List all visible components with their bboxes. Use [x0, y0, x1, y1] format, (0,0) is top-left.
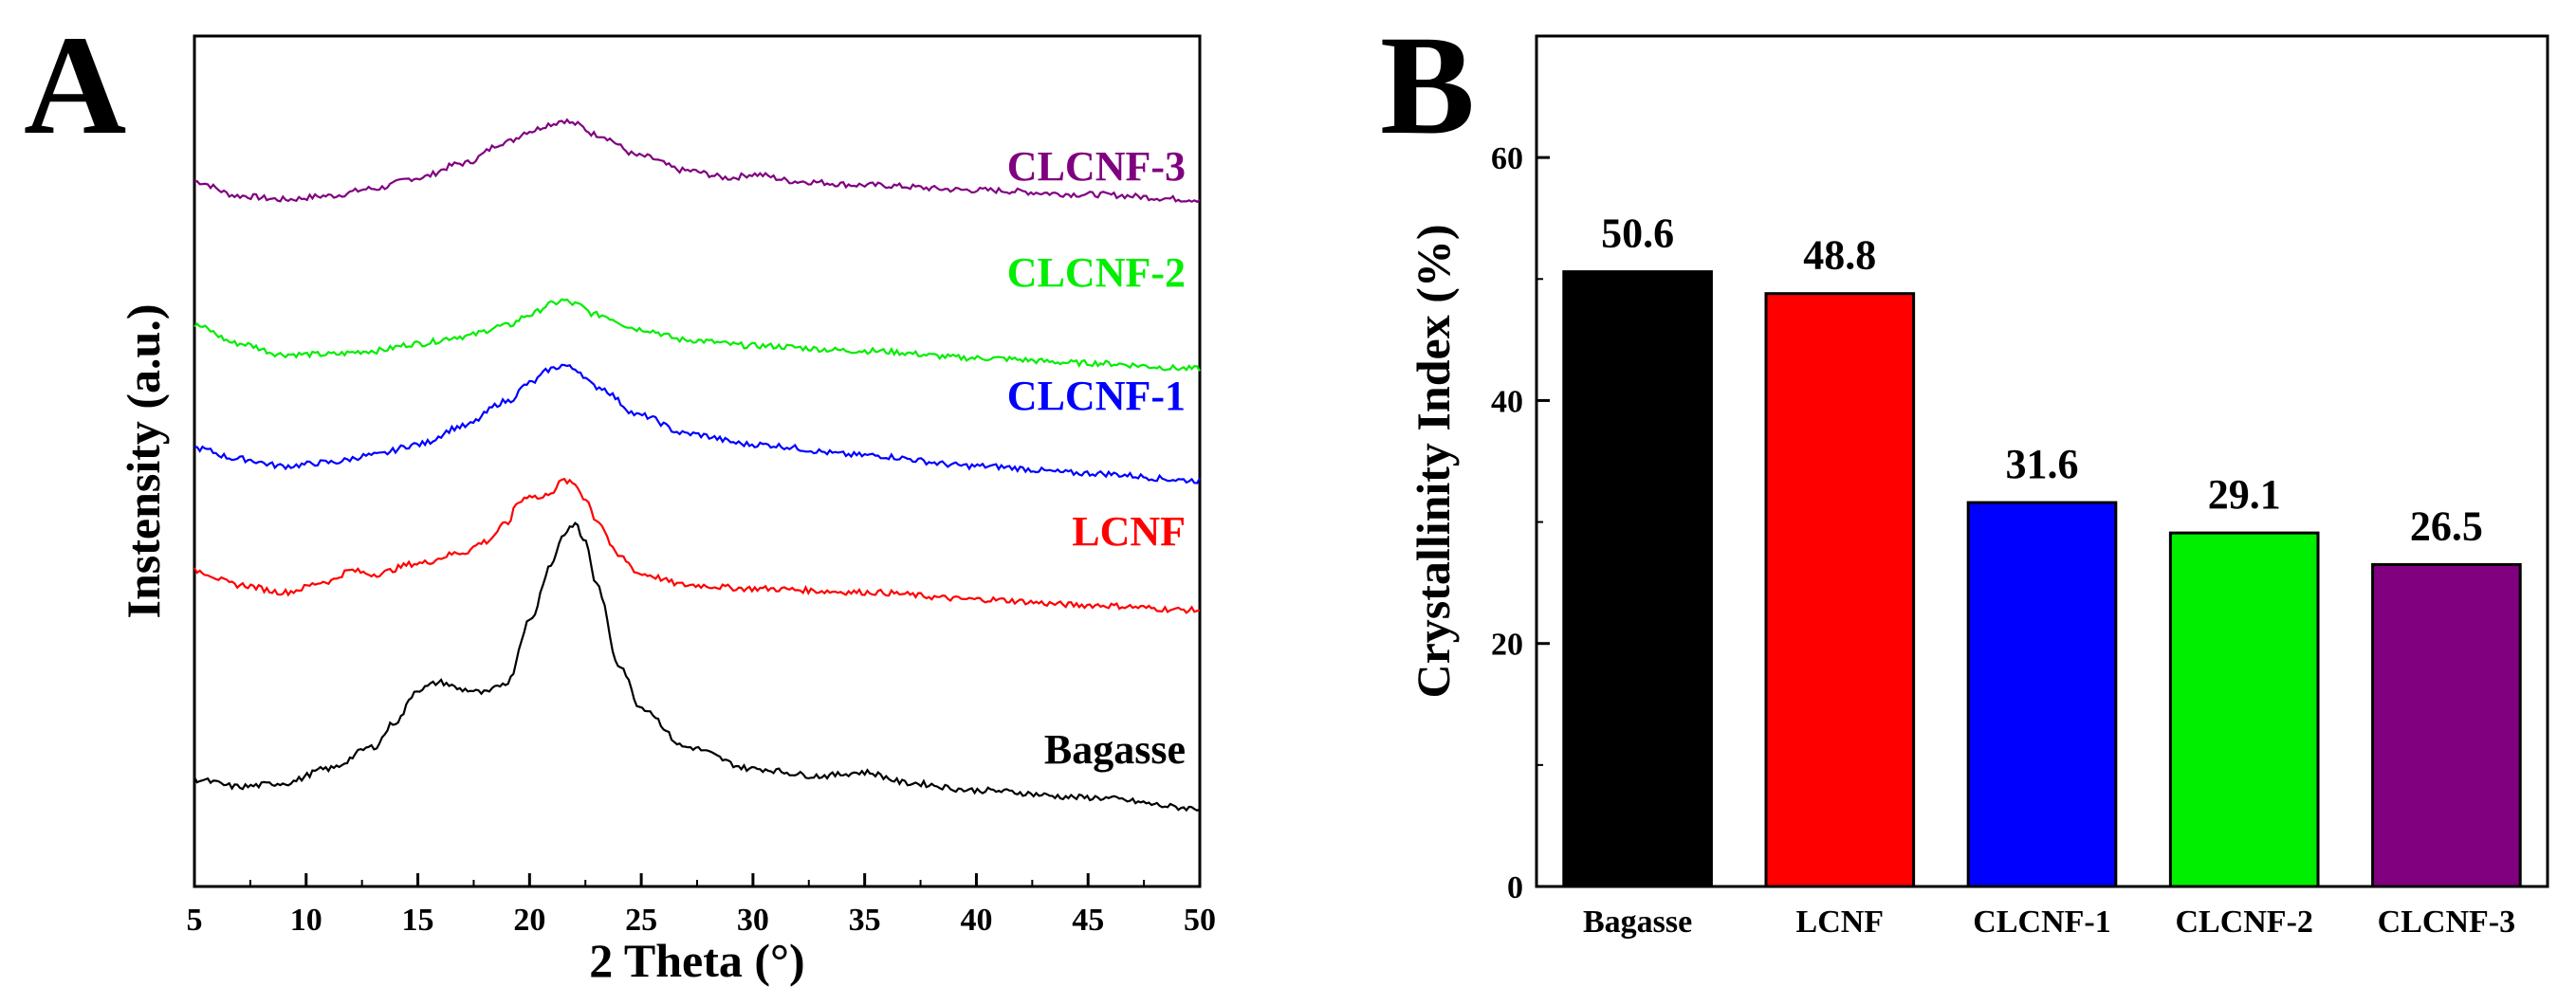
series-line-bagasse	[193, 521, 1201, 813]
panel-a-letter: A	[24, 7, 126, 164]
category-label: CLCNF-3	[2378, 904, 2515, 940]
bar-clcnf-1	[1966, 501, 2118, 888]
bar-value-label: 26.5	[2410, 502, 2483, 549]
y-tick-label: 20	[1491, 628, 1523, 663]
x-tick-label: 25	[625, 903, 657, 938]
x-tick-label: 5	[187, 903, 203, 938]
series-label-clcnf-3: CLCNF-3	[1007, 143, 1186, 190]
series-line-clcnf-1	[193, 363, 1201, 484]
bar-value-label: 31.6	[2006, 441, 2079, 487]
panel-a-series	[193, 118, 1201, 813]
x-tick-label: 40	[960, 903, 992, 938]
panel-b-bars: 50.6 Bagasse 48.8 LCNF 31.6 CLCNF-1 29.1 CLCNF-…	[1562, 210, 2522, 940]
series-label-lcnf: LCNF	[1072, 508, 1186, 555]
bar-value-label: 29.1	[2208, 471, 2281, 518]
panel-a-x-ticks: 5 10 15 20 25 30 35 40 45 50	[187, 873, 1216, 938]
bar-bagasse	[1562, 270, 1713, 888]
x-tick-label: 50	[1184, 903, 1216, 938]
series-label-clcnf-1: CLCNF-1	[1007, 373, 1186, 419]
panel-b-y-axis-label: Crystallinity Index (%)	[1407, 225, 1460, 699]
x-tick-label: 10	[290, 903, 322, 938]
panel-a: A 5 10 15 20 25 30 35 40 45 50 CLCNF-3CLCNF-2CLCN…	[24, 7, 1216, 987]
bar-value-label: 50.6	[1601, 210, 1674, 257]
panel-b-letter: B	[1380, 7, 1475, 164]
category-label: CLCNF-2	[2175, 904, 2312, 940]
panel-a-series-labels: CLCNF-3 CLCNF-2 CLCNF-1 LCNF Bagasse	[1007, 143, 1186, 773]
y-tick-label: 0	[1507, 870, 1523, 905]
series-label-bagasse: Bagasse	[1044, 726, 1186, 773]
series-line-clcnf-3	[193, 118, 1201, 204]
bar-lcnf	[1764, 292, 1916, 888]
panel-a-x-axis-label: 2 Theta (°)	[589, 934, 804, 987]
x-tick-label: 20	[513, 903, 545, 938]
bar-value-label: 48.8	[1803, 232, 1876, 279]
category-label: Bagasse	[1583, 904, 1692, 940]
x-tick-label: 30	[737, 903, 769, 938]
y-tick-label: 60	[1491, 141, 1523, 176]
panel-a-y-axis-label: Instensity (a.u.)	[117, 304, 170, 619]
y-tick-label: 40	[1491, 384, 1523, 419]
x-tick-label: 45	[1072, 903, 1104, 938]
x-tick-label: 15	[402, 903, 434, 938]
panel-b: B 0 20 40 60 50.6 Bagasse 48.8 LCNF 31.6 CLCNF-1…	[1380, 7, 2549, 940]
series-label-clcnf-2: CLCNF-2	[1007, 249, 1186, 296]
category-label: CLCNF-1	[1973, 904, 2110, 940]
category-label: LCNF	[1796, 904, 1885, 940]
x-tick-label: 35	[849, 903, 881, 938]
bar-clcnf-3	[2371, 562, 2522, 888]
bar-clcnf-2	[2168, 531, 2320, 888]
panel-b-y-ticks: 0 20 40 60	[1491, 141, 1550, 905]
series-line-clcnf-2	[193, 298, 1201, 372]
series-line-lcnf	[193, 477, 1201, 614]
